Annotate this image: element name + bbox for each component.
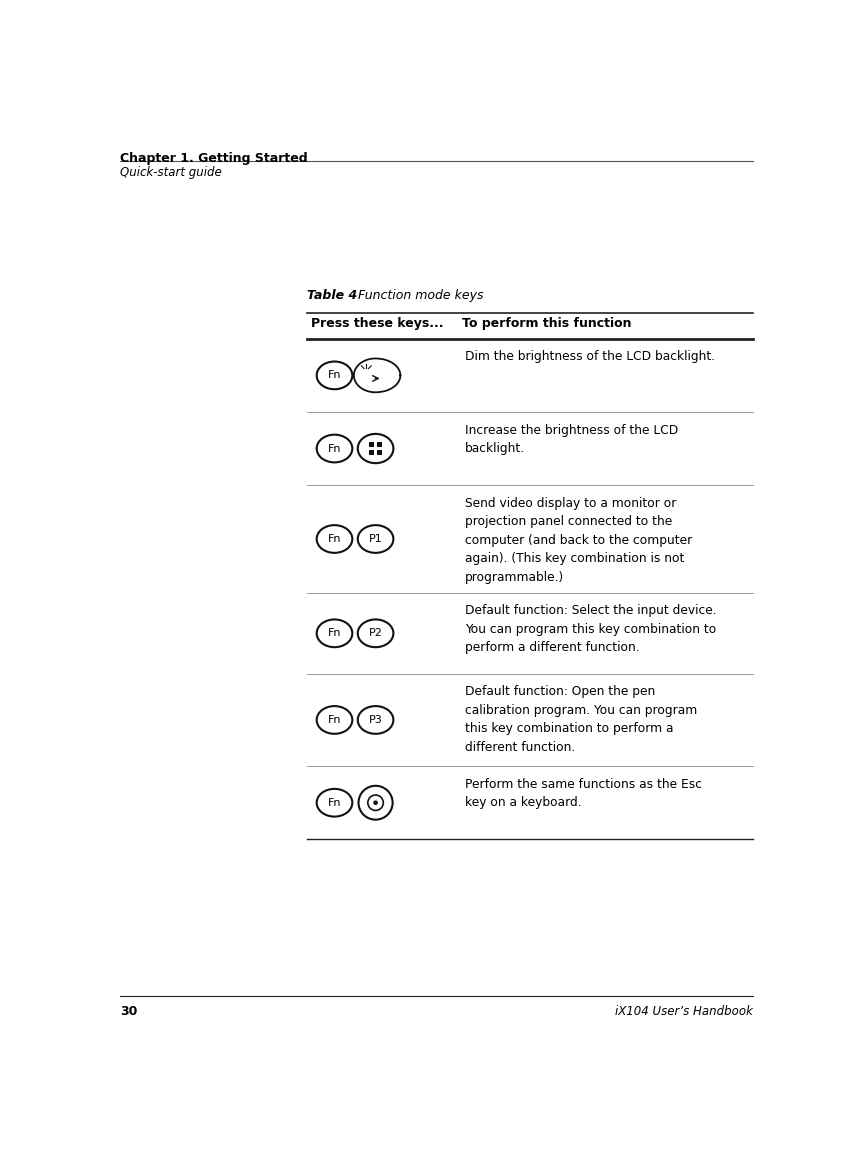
Text: Default function: Select the input device.
You can program this key combination : Default function: Select the input devic… (465, 604, 717, 655)
Text: Fn: Fn (328, 444, 341, 454)
Text: Fn: Fn (328, 371, 341, 380)
Text: iX104 User’s Handbook: iX104 User’s Handbook (615, 1005, 753, 1018)
Text: Table 4: Table 4 (307, 289, 357, 301)
Bar (369, 442, 374, 447)
Text: Chapter 1. Getting Started: Chapter 1. Getting Started (119, 151, 307, 165)
Text: P1: P1 (368, 534, 383, 544)
Text: Fn: Fn (328, 534, 341, 544)
Text: Fn: Fn (328, 798, 341, 807)
Text: Perform the same functions as the Esc
key on a keyboard.: Perform the same functions as the Esc ke… (465, 777, 701, 810)
Bar (377, 442, 382, 447)
Text: Default function: Open the pen
calibration program. You can program
this key com: Default function: Open the pen calibrati… (465, 685, 697, 754)
Bar (377, 449, 382, 455)
Text: P2: P2 (368, 628, 383, 639)
Text: Fn: Fn (328, 715, 341, 725)
Circle shape (374, 800, 378, 805)
Text: 30: 30 (119, 1005, 137, 1018)
Text: Function mode keys: Function mode keys (350, 289, 484, 301)
Text: Press these keys...: Press these keys... (311, 318, 444, 330)
Text: Fn: Fn (328, 628, 341, 639)
Text: Quick-start guide: Quick-start guide (119, 166, 222, 179)
Text: Send video display to a monitor or
projection panel connected to the
computer (a: Send video display to a monitor or proje… (465, 497, 692, 583)
Text: P3: P3 (368, 715, 383, 725)
Text: To perform this function: To perform this function (462, 318, 632, 330)
Text: Increase the brightness of the LCD
backlight.: Increase the brightness of the LCD backl… (465, 424, 678, 455)
Text: Dim the brightness of the LCD backlight.: Dim the brightness of the LCD backlight. (465, 350, 715, 364)
Bar (369, 449, 374, 455)
